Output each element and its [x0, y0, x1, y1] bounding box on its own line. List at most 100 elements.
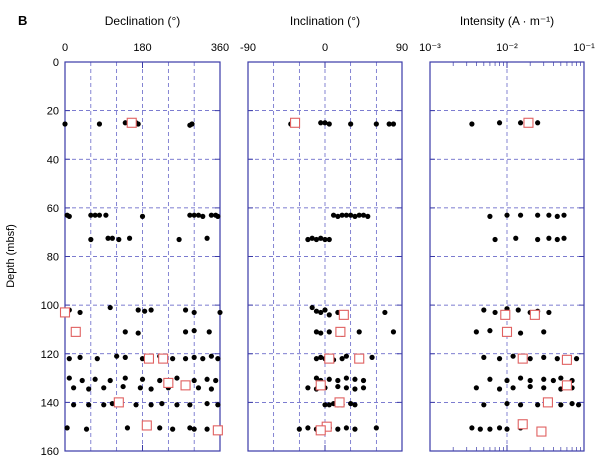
data-point	[322, 307, 328, 313]
data-point	[200, 213, 206, 219]
data-point	[133, 402, 139, 408]
mean-marker	[561, 380, 572, 391]
data-point	[191, 354, 197, 360]
data-point	[170, 426, 176, 432]
data-point	[504, 212, 510, 218]
data-point	[322, 236, 328, 243]
data-point	[496, 386, 503, 392]
data-point	[365, 213, 371, 219]
y-tick-label: 0	[53, 57, 59, 69]
data-point	[135, 307, 141, 313]
data-point	[120, 383, 126, 390]
data-point	[122, 329, 128, 335]
data-point	[527, 383, 533, 390]
mean-marker	[59, 307, 71, 318]
data-point	[558, 402, 564, 408]
data-point	[541, 385, 547, 391]
data-point	[343, 353, 349, 359]
data-point	[92, 376, 98, 382]
mean-marker	[517, 419, 528, 430]
mean-marker	[141, 420, 152, 431]
data-point	[510, 353, 516, 359]
data-point	[535, 120, 541, 126]
data-point	[504, 377, 510, 384]
data-point	[348, 121, 354, 127]
data-point	[208, 212, 214, 218]
data-point	[492, 236, 498, 243]
data-point	[517, 330, 524, 336]
y-tick-label: 60	[47, 203, 59, 215]
data-point	[517, 402, 524, 408]
mean-marker	[523, 117, 534, 128]
data-point	[558, 375, 564, 381]
data-point	[546, 212, 552, 218]
y-tick-label: 40	[47, 154, 59, 166]
data-point	[109, 400, 115, 407]
data-point	[492, 309, 498, 316]
data-point	[208, 353, 214, 359]
data-point	[575, 402, 582, 408]
data-point	[517, 120, 524, 126]
data-point	[554, 213, 560, 219]
data-point	[487, 426, 493, 432]
mean-marker	[542, 397, 553, 408]
data-point	[107, 377, 113, 384]
panel-title: Inclination (°)	[290, 14, 360, 28]
y-tick-label: 20	[47, 106, 59, 118]
data-point	[496, 425, 503, 431]
data-point	[535, 212, 541, 218]
data-point	[182, 329, 189, 335]
data-point	[318, 354, 324, 360]
data-point	[296, 426, 302, 432]
data-point	[481, 354, 487, 360]
data-point	[213, 377, 219, 384]
mean-marker	[324, 353, 335, 364]
data-point	[122, 375, 128, 381]
mean-marker	[517, 353, 528, 364]
data-point	[469, 425, 475, 431]
data-point	[187, 425, 193, 431]
data-point	[546, 309, 552, 316]
data-point	[204, 235, 210, 241]
data-point	[541, 329, 547, 335]
data-point	[215, 356, 221, 362]
data-point	[204, 376, 210, 382]
data-point	[513, 235, 519, 241]
data-point	[527, 377, 533, 384]
data-point	[305, 425, 311, 431]
data-point	[313, 329, 320, 335]
y-tick-label: 100	[41, 300, 59, 312]
data-point	[191, 426, 197, 432]
mean-marker	[158, 353, 169, 364]
data-point	[313, 236, 320, 243]
data-point	[309, 304, 315, 311]
data-point	[157, 377, 163, 384]
data-point	[187, 212, 193, 218]
data-point	[157, 425, 163, 431]
data-point	[71, 385, 77, 391]
data-point	[187, 402, 193, 408]
data-point	[318, 120, 324, 126]
x-tick-label: 180	[133, 42, 151, 54]
data-point	[88, 236, 94, 243]
data-point	[174, 375, 180, 381]
data-point	[96, 121, 103, 127]
data-point	[182, 307, 189, 313]
mean-marker	[315, 380, 326, 391]
data-point	[204, 426, 210, 432]
data-point	[195, 212, 202, 218]
data-point	[352, 386, 358, 392]
data-point	[135, 121, 141, 127]
data-point	[318, 330, 324, 336]
data-point	[527, 356, 533, 362]
data-point	[356, 329, 362, 335]
data-point	[135, 330, 141, 336]
data-point	[369, 354, 375, 360]
data-point	[215, 213, 221, 219]
data-point	[62, 121, 68, 127]
x-tick-label: 10⁻¹	[573, 42, 595, 54]
data-point	[206, 329, 212, 335]
data-point	[360, 377, 367, 384]
x-tick-label: 0	[322, 42, 328, 54]
data-point	[326, 402, 332, 408]
